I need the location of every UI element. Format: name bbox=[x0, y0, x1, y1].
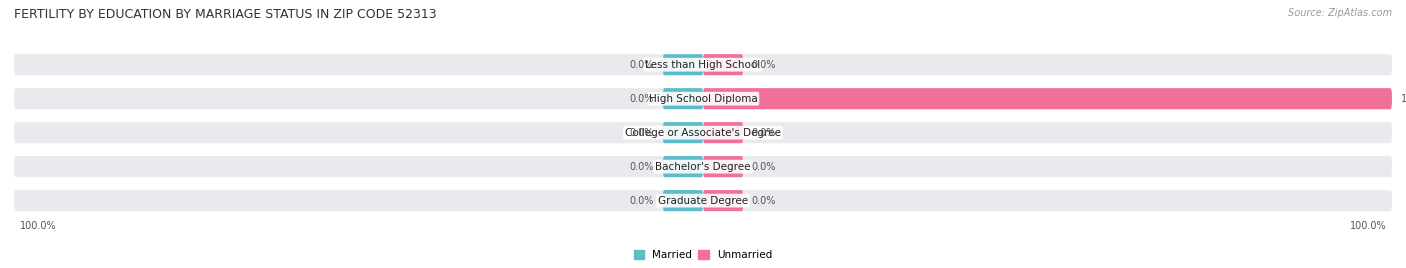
Text: 0.0%: 0.0% bbox=[630, 128, 654, 138]
Text: FERTILITY BY EDUCATION BY MARRIAGE STATUS IN ZIP CODE 52313: FERTILITY BY EDUCATION BY MARRIAGE STATU… bbox=[14, 8, 437, 21]
FancyBboxPatch shape bbox=[14, 190, 1392, 211]
FancyBboxPatch shape bbox=[703, 156, 744, 177]
FancyBboxPatch shape bbox=[662, 190, 703, 211]
Text: 0.0%: 0.0% bbox=[630, 94, 654, 104]
FancyBboxPatch shape bbox=[662, 156, 703, 177]
FancyBboxPatch shape bbox=[662, 122, 703, 143]
FancyBboxPatch shape bbox=[14, 122, 1392, 143]
FancyBboxPatch shape bbox=[703, 88, 1392, 109]
Text: Bachelor's Degree: Bachelor's Degree bbox=[655, 162, 751, 172]
Text: 0.0%: 0.0% bbox=[630, 60, 654, 70]
FancyBboxPatch shape bbox=[662, 88, 703, 109]
FancyBboxPatch shape bbox=[703, 122, 744, 143]
Text: 0.0%: 0.0% bbox=[630, 196, 654, 206]
Text: High School Diploma: High School Diploma bbox=[648, 94, 758, 104]
Text: College or Associate's Degree: College or Associate's Degree bbox=[626, 128, 780, 138]
Text: 0.0%: 0.0% bbox=[752, 128, 776, 138]
Text: Source: ZipAtlas.com: Source: ZipAtlas.com bbox=[1288, 8, 1392, 18]
Text: 0.0%: 0.0% bbox=[630, 162, 654, 172]
FancyBboxPatch shape bbox=[14, 156, 1392, 177]
Text: Graduate Degree: Graduate Degree bbox=[658, 196, 748, 206]
Text: 0.0%: 0.0% bbox=[752, 162, 776, 172]
FancyBboxPatch shape bbox=[703, 54, 744, 75]
FancyBboxPatch shape bbox=[14, 88, 1392, 109]
FancyBboxPatch shape bbox=[14, 54, 1392, 75]
Text: 0.0%: 0.0% bbox=[752, 196, 776, 206]
Text: 100.0%: 100.0% bbox=[1350, 221, 1386, 231]
Legend: Married, Unmarried: Married, Unmarried bbox=[630, 246, 776, 265]
Text: 100.0%: 100.0% bbox=[1400, 94, 1406, 104]
FancyBboxPatch shape bbox=[662, 54, 703, 75]
Text: 0.0%: 0.0% bbox=[752, 60, 776, 70]
Text: 100.0%: 100.0% bbox=[20, 221, 56, 231]
Text: Less than High School: Less than High School bbox=[645, 60, 761, 70]
FancyBboxPatch shape bbox=[703, 190, 744, 211]
